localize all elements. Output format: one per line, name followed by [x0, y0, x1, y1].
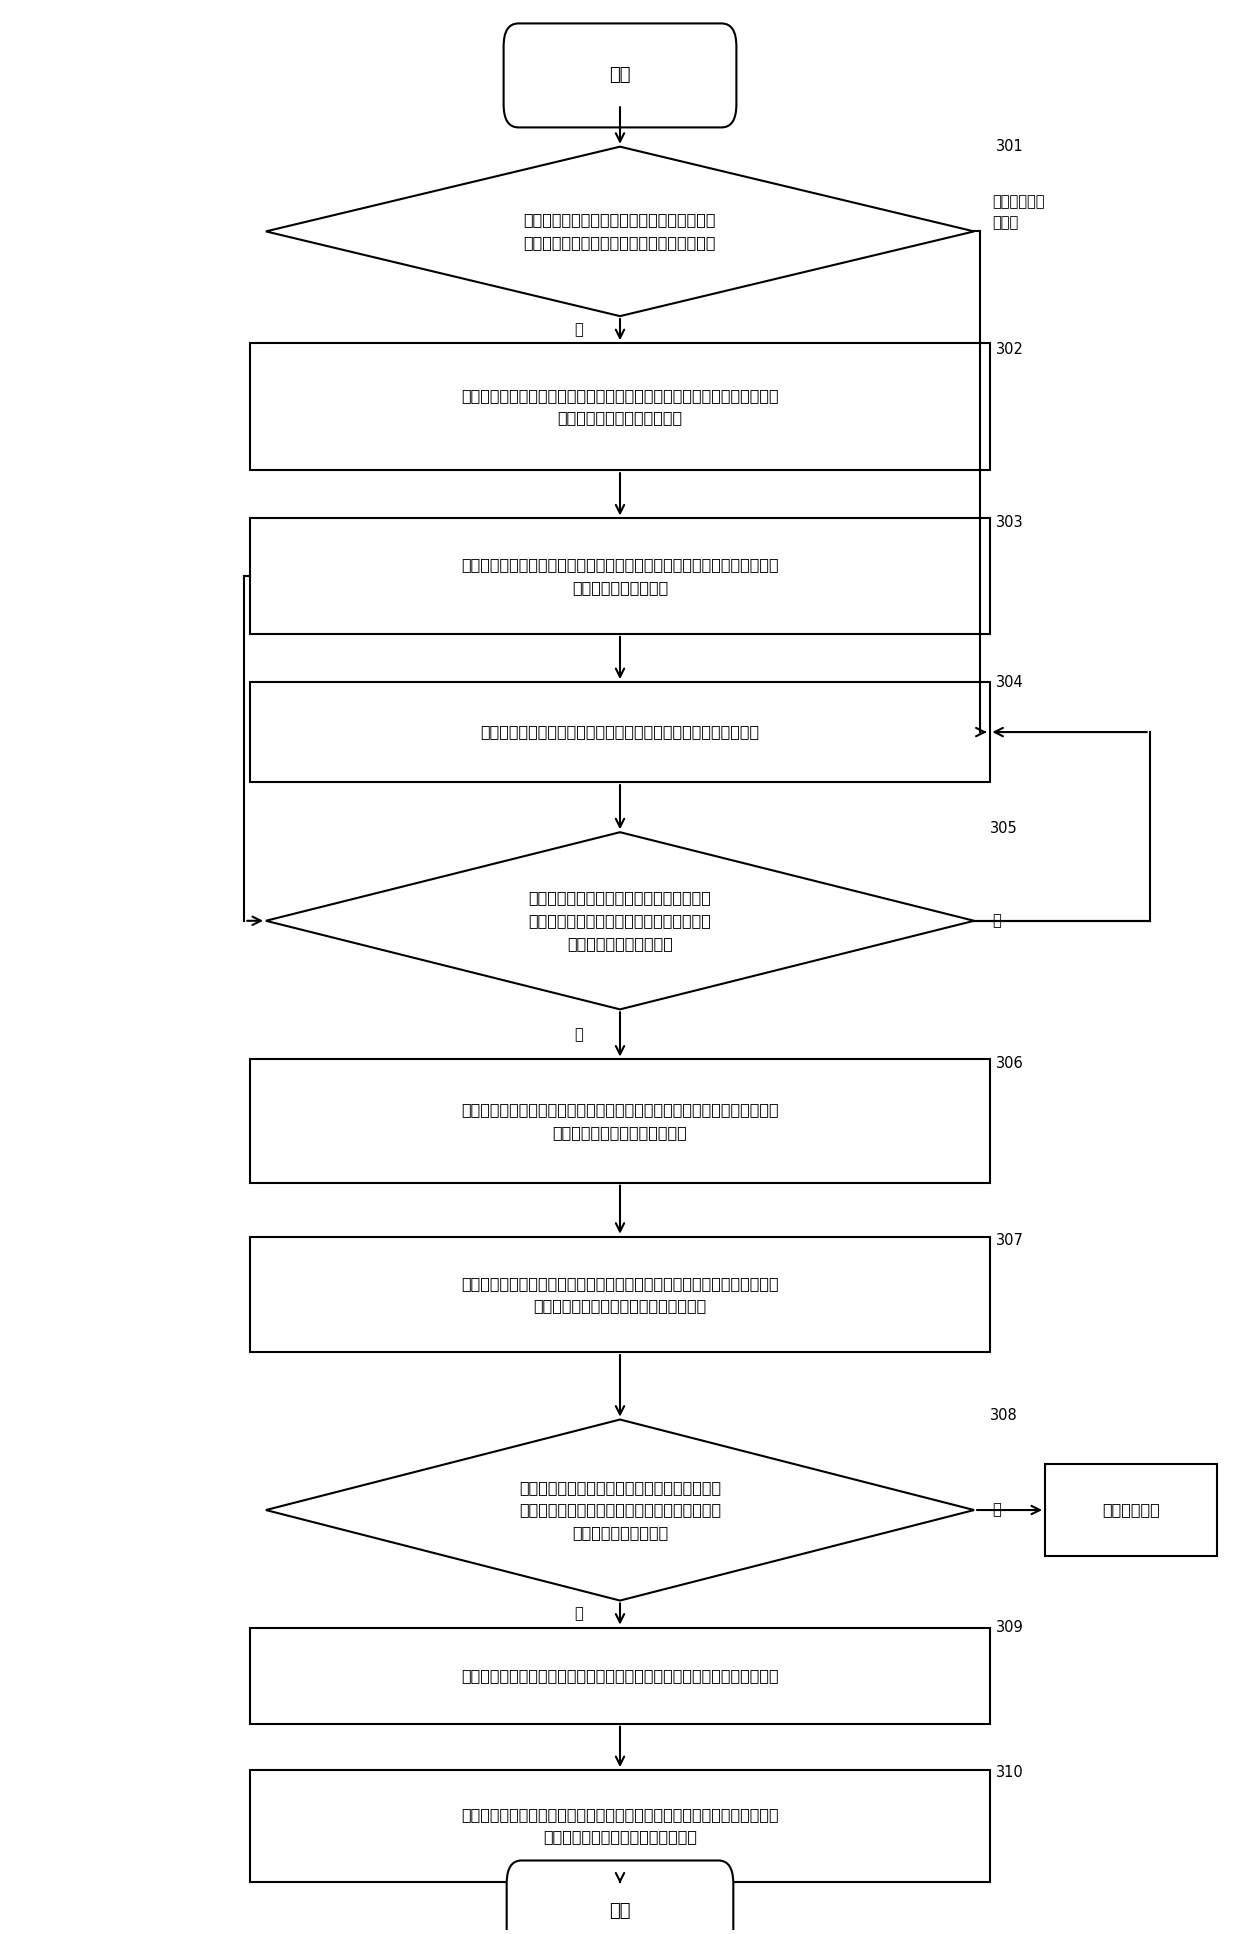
- Bar: [250, 1060, 990, 1184]
- Text: 304: 304: [996, 675, 1023, 690]
- Text: 305: 305: [990, 822, 1017, 835]
- Text: 车辆控制系统判断车辆的测距传感器反馈的距
离数据是否等于该测距传感器测距范围的下限: 车辆控制系统判断车辆的测距传感器反馈的距 离数据是否等于该测距传感器测距范围的下…: [523, 213, 717, 249]
- Text: 车辆控制系统在判断出第一方差超过第一阈値或
者第二方差超过第二阈値之后，判断第三方差是
否小于预设的第三阈値: 车辆控制系统在判断出第一方差超过第一阈値或 者第二方差超过第二阈値之后，判断第三…: [518, 1480, 722, 1539]
- Text: 开始: 开始: [609, 66, 631, 85]
- Text: 否: 否: [992, 1503, 1002, 1518]
- Bar: [1045, 1464, 1218, 1557]
- Text: 308: 308: [990, 1408, 1017, 1423]
- Text: 车辆控制系统根据测距传感器反馈的距离数据和上述的估计位移确定车辆与
障碍物之间的相对距离: 车辆控制系统根据测距传感器反馈的距离数据和上述的估计位移确定车辆与 障碍物之间的…: [461, 557, 779, 594]
- Bar: [250, 1770, 990, 1882]
- Text: 第一距离大于
该下限: 第一距离大于 该下限: [992, 193, 1045, 230]
- Text: 301: 301: [996, 139, 1023, 155]
- Text: 车辆控制系统确定纵向加速度分量的第一方差、横向加速度分量的第二方差
以及竖直方向上的加速度分量的第三方差: 车辆控制系统确定纵向加速度分量的第一方差、横向加速度分量的第二方差 以及竖直方向…: [461, 1276, 779, 1313]
- Text: 车辆控制系统获取当前时刻车辆的加速度信息，并利用该加速度信息确定车
辆在第二指定时长的估计位移: 车辆控制系统获取当前时刻车辆的加速度信息，并利用该加速度信息确定车 辆在第二指定…: [461, 389, 779, 425]
- Text: 车辆控制系统确定车辆发生碰撞事故，并检测车辆发生碰撞事故的车身位置: 车辆控制系统确定车辆发生碰撞事故，并检测车辆发生碰撞事故的车身位置: [461, 1669, 779, 1683]
- Text: 车辆控制系统获取车辆在第一指定时长内的纵向加速度分量、横向加速度分
量以及竖直方向上的加速度分量: 车辆控制系统获取车辆在第一指定时长内的纵向加速度分量、横向加速度分 量以及竖直方…: [461, 1102, 779, 1139]
- Text: 否: 否: [992, 913, 1002, 928]
- Text: 302: 302: [996, 342, 1023, 356]
- Text: 车辆控制系统检测车辆与障碍物之间的相对
距离，并判断车辆与障碍物之间的相对距离
是否小于预设的距离阈値: 车辆控制系统检测车辆与障碍物之间的相对 距离，并判断车辆与障碍物之间的相对距离 …: [528, 890, 712, 952]
- Text: 输出警示信息: 输出警示信息: [1102, 1503, 1159, 1518]
- Bar: [250, 518, 990, 634]
- Text: 结束: 结束: [609, 1901, 631, 1920]
- Text: 车辆控制系统触发上述发生碰撞事故的车身位置对应的摄像头拍摄图像，以
通过该图像对碰撞事故进行二次确认: 车辆控制系统触发上述发生碰撞事故的车身位置对应的摄像头拍摄图像，以 通过该图像对…: [461, 1806, 779, 1845]
- Text: 是: 是: [574, 1607, 583, 1621]
- Polygon shape: [265, 147, 975, 315]
- Text: 车辆控制系统将上述的距离数据作为车辆与障碍物之间的相对距离: 车辆控制系统将上述的距离数据作为车辆与障碍物之间的相对距离: [480, 725, 760, 739]
- Polygon shape: [265, 832, 975, 1010]
- Text: 是: 是: [574, 1027, 583, 1042]
- Bar: [250, 342, 990, 470]
- Bar: [250, 683, 990, 781]
- Polygon shape: [265, 1420, 975, 1601]
- Text: 309: 309: [996, 1621, 1023, 1636]
- Text: 306: 306: [996, 1056, 1023, 1071]
- FancyBboxPatch shape: [507, 1861, 733, 1934]
- Bar: [250, 1236, 990, 1352]
- Text: 310: 310: [996, 1764, 1023, 1779]
- Bar: [250, 1628, 990, 1723]
- FancyBboxPatch shape: [503, 23, 737, 128]
- Text: 303: 303: [996, 514, 1023, 530]
- Text: 307: 307: [996, 1234, 1023, 1247]
- Text: 是: 是: [574, 323, 583, 337]
